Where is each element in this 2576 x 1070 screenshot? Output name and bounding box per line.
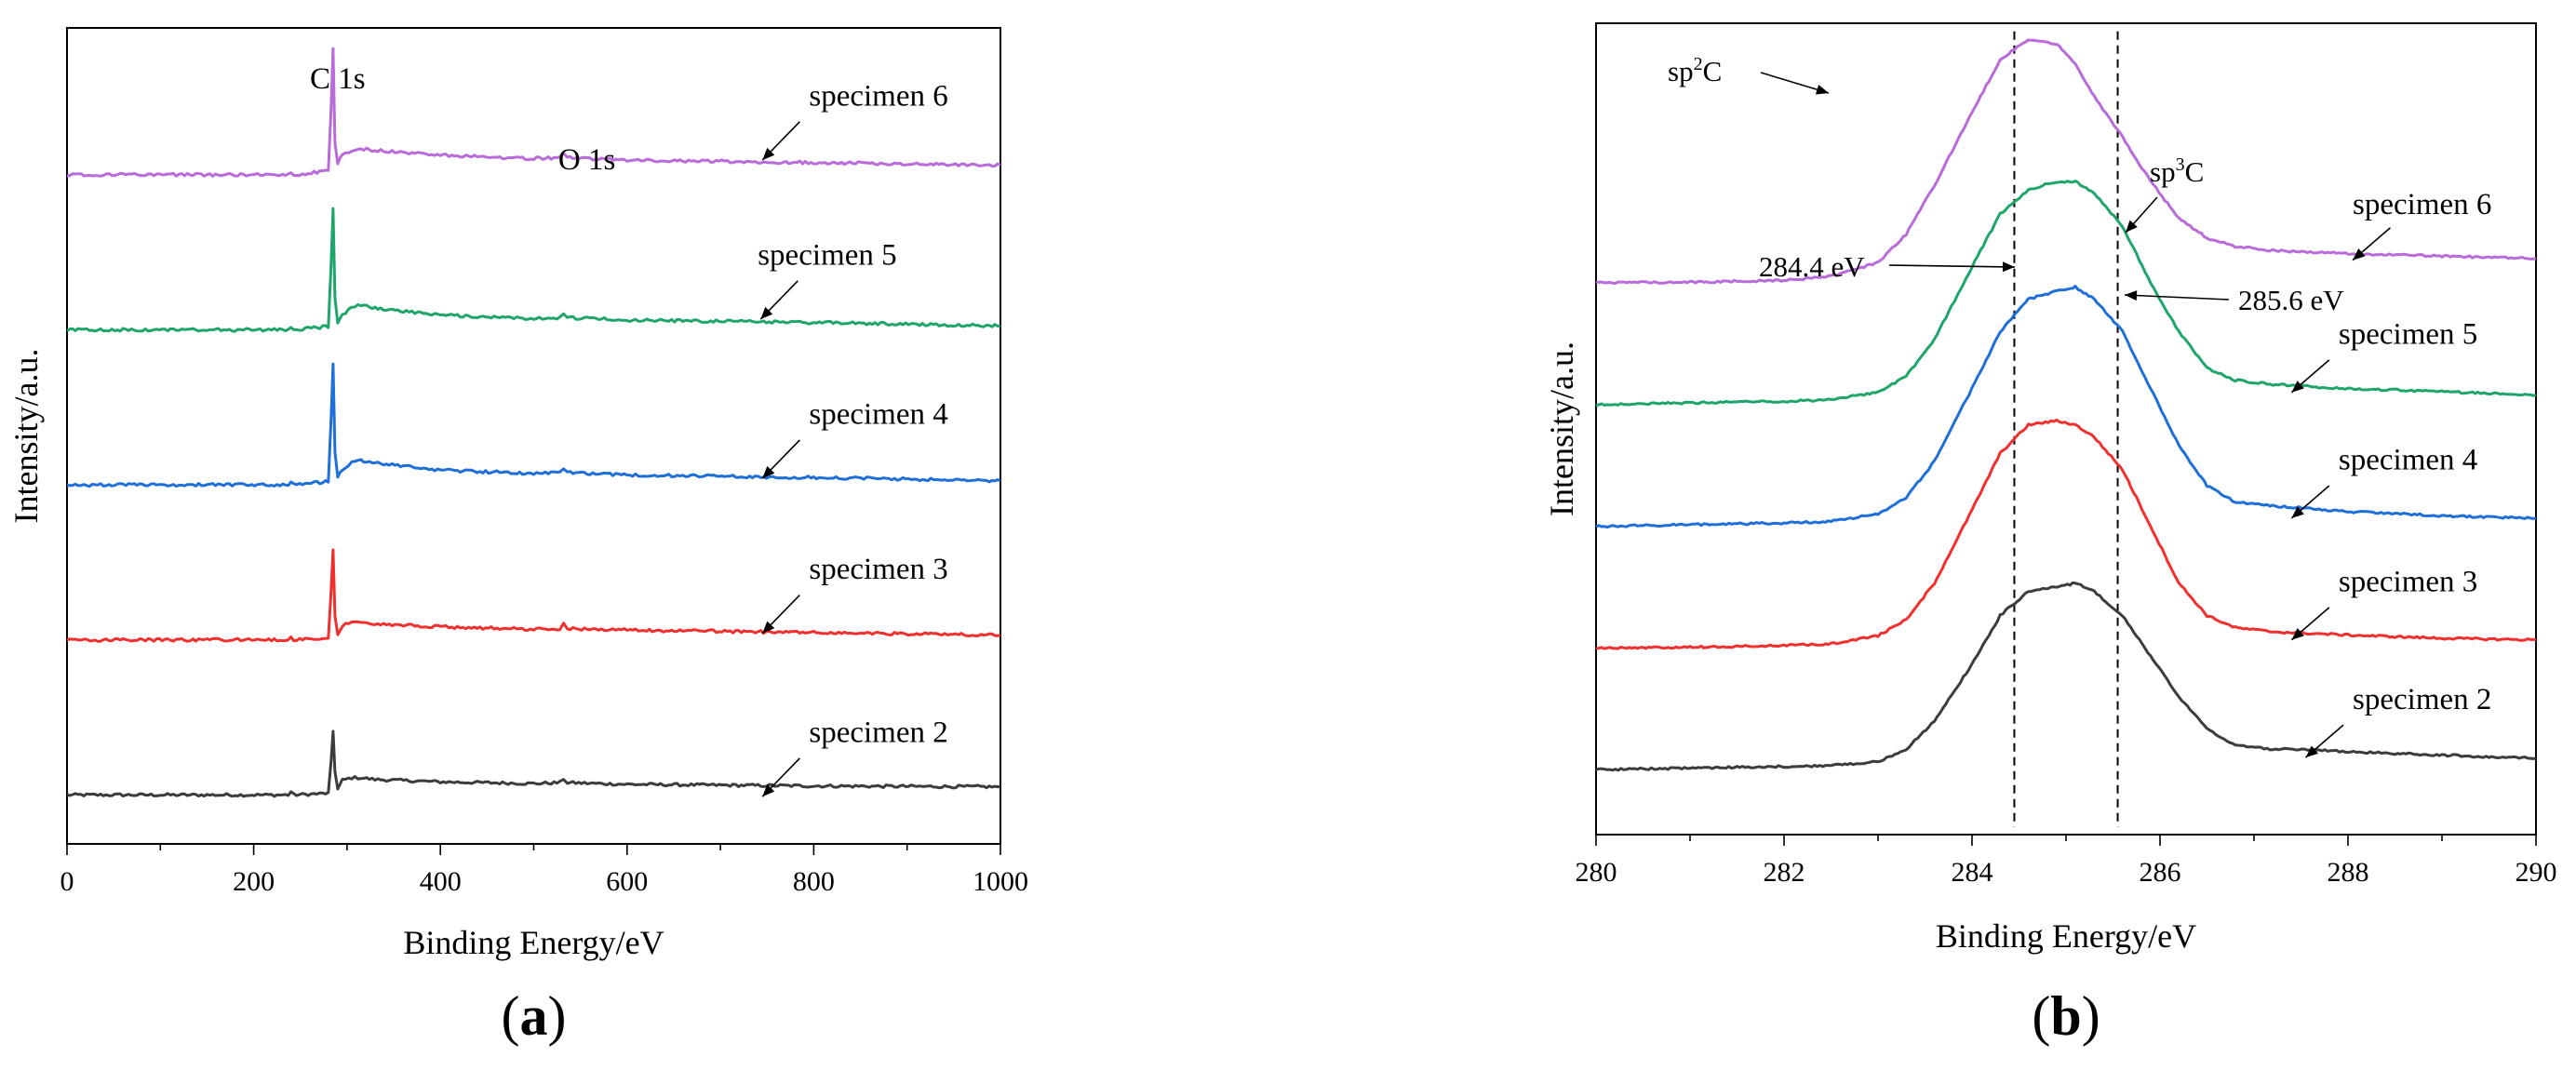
series-label-specimen-4: specimen 4 — [809, 397, 947, 431]
annotation-284-4-ev-arrow-head — [2002, 261, 2015, 273]
peak-label-O-1s: O 1s — [558, 143, 615, 177]
series-label-arrow — [761, 594, 800, 635]
series-line-specimen-6 — [66, 47, 1001, 178]
series-lines — [66, 47, 1001, 798]
annotation-sp3c-arrow-head — [2126, 220, 2138, 233]
series-label-arrow — [759, 280, 798, 320]
annotation-285-6-ev: 285.6 eV — [2238, 284, 2344, 316]
series-label-arrow-head — [2353, 247, 2366, 261]
x-tick-label: 400 — [420, 866, 462, 897]
annotation-sp3c: sp3C — [2150, 154, 2204, 188]
series-label-arrow-head — [762, 621, 775, 634]
series-line-specimen-4 — [1595, 285, 2537, 528]
y-axis-title: Intensity/a.u. — [1543, 341, 1580, 516]
series-label-specimen-3: specimen 3 — [2339, 565, 2477, 598]
panel-label: (a) — [502, 985, 567, 1047]
series-label-specimen-6: specimen 6 — [2353, 188, 2491, 221]
series-label-arrow-head — [762, 783, 775, 797]
series-label-specimen-4: specimen 4 — [2339, 444, 2477, 477]
series-label-arrow-head — [2291, 506, 2304, 518]
series-label-arrow-head — [762, 465, 775, 479]
x-tick-label: 282 — [1764, 857, 1805, 888]
peak-label-C-1s: C 1s — [310, 62, 366, 96]
annotation-sp2c: sp2C — [1668, 54, 1722, 87]
series-line-specimen-2 — [1595, 581, 2537, 772]
series-line-specimen-5 — [66, 207, 1001, 333]
series-label-specimen-6: specimen 6 — [809, 79, 947, 113]
series-label-arrow — [761, 121, 800, 161]
series-label-arrow-head — [2291, 628, 2304, 640]
annotation-285-6-ev-arrow-head — [2125, 290, 2138, 301]
series-label-arrow-head — [2291, 381, 2304, 393]
panel-label: (b) — [2032, 985, 2100, 1047]
panel-label-letter: a — [520, 985, 548, 1047]
annotation-sp3c-arrow — [2125, 196, 2158, 234]
series-label-arrow — [2290, 359, 2330, 394]
series-label-specimen-2: specimen 2 — [2353, 683, 2491, 716]
panel-label-open: ( — [502, 985, 520, 1047]
x-tick-label: 1000 — [973, 866, 1028, 897]
annotation-285-6-ev-arrow-shaft — [2124, 294, 2230, 301]
series-label-specimen-3: specimen 3 — [809, 553, 947, 586]
panel-label-letter: b — [2050, 985, 2081, 1047]
series-label-specimen-5: specimen 5 — [758, 238, 896, 272]
series-label-arrow-head — [762, 147, 775, 161]
panel-label-close: ) — [2082, 985, 2100, 1047]
y-axis-title: Intensity/a.u. — [7, 349, 45, 524]
x-axis-ticks: 280 282 284 286 288 290 — [1576, 835, 2557, 888]
series-label-arrow — [2352, 227, 2391, 261]
series-line-specimen-5 — [1595, 180, 2537, 408]
series-line-specimen-6 — [1596, 38, 2537, 286]
x-tick-label: 284 — [1952, 857, 1993, 888]
panel-label-open: ( — [2032, 985, 2050, 1047]
x-tick-label: 280 — [1576, 857, 1617, 888]
annotation-284-4-ev-arrow — [1888, 261, 2016, 273]
annotation-284-4-ev-arrow-shaft — [1888, 264, 2016, 268]
chart-panel-a: 0 200 400 600 800 1000 Binding Energy/eV Intens… — [7, 27, 1028, 1047]
annotation-sp2c-arrow-head — [1815, 84, 1829, 95]
series-label-arrow — [2305, 724, 2344, 758]
series-label-arrow — [761, 439, 800, 479]
series-line-specimen-3 — [66, 548, 1001, 643]
annotation-285-6-ev-arrow — [2124, 290, 2230, 301]
x-axis-title: Binding Energy/eV — [403, 924, 664, 961]
series-lines — [1595, 38, 2537, 772]
series-label-arrow — [2290, 607, 2330, 641]
annotation-sp2c-arrow — [1760, 72, 1830, 95]
x-tick-label: 200 — [233, 866, 275, 897]
x-tick-label: 800 — [793, 866, 835, 897]
x-tick-label: 0 — [60, 866, 74, 897]
x-tick-label: 286 — [2140, 857, 2181, 888]
series-label-specimen-5: specimen 5 — [2339, 317, 2477, 351]
panel-label-close: ) — [548, 985, 567, 1047]
series-label-specimen-2: specimen 2 — [809, 716, 947, 749]
series-label-arrow-head — [760, 306, 773, 320]
x-tick-label: 600 — [606, 866, 648, 897]
x-axis-title: Binding Energy/eV — [1936, 917, 2196, 955]
series-label-arrow-head — [2305, 745, 2318, 758]
series-line-specimen-3 — [1596, 418, 2537, 650]
series-label-arrow — [2290, 485, 2330, 519]
series-line-specimen-4 — [66, 362, 1001, 488]
x-axis-ticks: 0 200 400 600 800 1000 — [60, 844, 1028, 897]
annotation-284-4-ev: 284.4 eV — [1759, 250, 1865, 283]
x-tick-label: 290 — [2516, 857, 2557, 888]
series-label-arrow — [761, 757, 800, 797]
chart-panel-b: 280 282 284 286 288 290 Binding Energy/eV Inten… — [1543, 22, 2557, 1047]
series-line-specimen-2 — [66, 729, 1000, 798]
x-tick-label: 288 — [2328, 857, 2369, 888]
